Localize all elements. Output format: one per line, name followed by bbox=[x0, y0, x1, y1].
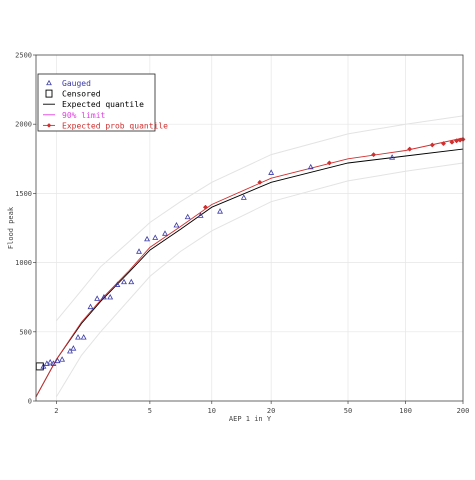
gauged-point bbox=[128, 278, 135, 285]
legend-label-censored: Censored bbox=[62, 90, 101, 99]
gauged-point bbox=[268, 169, 275, 175]
gauged-point bbox=[307, 163, 314, 170]
gauged-point bbox=[152, 234, 159, 240]
x-axis-ticks: 2 5 10 20 50 100 200 bbox=[54, 401, 469, 415]
legend-label-expected: Expected quantile bbox=[62, 100, 144, 109]
gauged-point bbox=[162, 230, 168, 236]
prob-quantile-point bbox=[440, 141, 447, 147]
prob-quantile-point bbox=[429, 142, 435, 148]
x-tick-label: 20 bbox=[267, 407, 275, 415]
legend-label-gauged: Gauged bbox=[62, 79, 91, 88]
gauged-series bbox=[40, 154, 396, 369]
gauged-point bbox=[240, 194, 247, 200]
prob-quantile-point bbox=[326, 160, 332, 166]
y-axis-ticks: 0 500 1000 1500 2000 2500 bbox=[15, 52, 36, 406]
gauged-point bbox=[47, 359, 54, 365]
x-axis-label: AEP 1 in Y bbox=[229, 415, 272, 423]
x-tick-label: 10 bbox=[208, 407, 216, 415]
gauged-point bbox=[184, 213, 191, 220]
legend-label-limit: 90% limit bbox=[62, 111, 106, 120]
plot-frame bbox=[35, 54, 464, 402]
gauged-point bbox=[144, 235, 151, 242]
limit-lower-line bbox=[55, 162, 464, 398]
gauged-point bbox=[87, 303, 94, 310]
gauged-point bbox=[136, 248, 142, 254]
gauged-point bbox=[54, 357, 61, 364]
gauged-point bbox=[107, 293, 114, 300]
grid bbox=[36, 55, 463, 401]
gauged-point bbox=[59, 356, 66, 362]
gauged-point bbox=[75, 334, 81, 340]
x-tick-label: 200 bbox=[457, 407, 470, 415]
y-axis-label: Flood peak bbox=[7, 206, 15, 249]
gauged-point bbox=[80, 334, 87, 340]
x-tick-label: 50 bbox=[344, 407, 352, 415]
expected-prob-quantile-line bbox=[35, 137, 464, 398]
prob-quantile-point bbox=[371, 152, 377, 158]
limit-series bbox=[55, 115, 464, 398]
prob-quantile-point bbox=[449, 139, 455, 145]
x-tick-label: 2 bbox=[54, 407, 58, 415]
gauged-point bbox=[121, 278, 127, 285]
legend-box bbox=[37, 73, 156, 132]
gauged-point bbox=[94, 295, 101, 301]
gauged-point bbox=[197, 212, 204, 218]
expected-series bbox=[35, 148, 464, 398]
x-tick-label: 100 bbox=[399, 407, 412, 415]
y-tick-label: 2000 bbox=[15, 121, 32, 129]
y-tick-label: 1500 bbox=[15, 190, 32, 198]
expected-quantile-line bbox=[35, 148, 464, 398]
gauged-point bbox=[114, 281, 121, 287]
prob-series bbox=[35, 136, 466, 398]
legend-censored-marker bbox=[45, 89, 53, 98]
gauged-point bbox=[50, 360, 57, 366]
prob-quantile-point bbox=[202, 204, 209, 210]
y-tick-label: 500 bbox=[19, 328, 32, 336]
legend-label-prob: Expected prob quantile bbox=[62, 121, 168, 130]
x-tick-label: 5 bbox=[148, 407, 152, 415]
gauged-point bbox=[173, 221, 180, 228]
limit-upper-line bbox=[56, 115, 464, 322]
prob-quantile-point bbox=[257, 179, 263, 185]
gauged-point bbox=[100, 293, 107, 300]
y-tick-label: 0 bbox=[28, 398, 32, 406]
legend-prob-marker bbox=[46, 123, 52, 128]
y-tick-label: 2500 bbox=[15, 52, 32, 60]
y-tick-label: 1000 bbox=[15, 259, 32, 267]
gauged-point bbox=[217, 208, 223, 214]
gauged-point bbox=[70, 345, 77, 351]
gauged-point bbox=[389, 154, 396, 160]
legend-gauged-marker bbox=[46, 79, 52, 86]
gauged-point bbox=[67, 347, 73, 354]
prob-quantile-point bbox=[407, 146, 413, 152]
